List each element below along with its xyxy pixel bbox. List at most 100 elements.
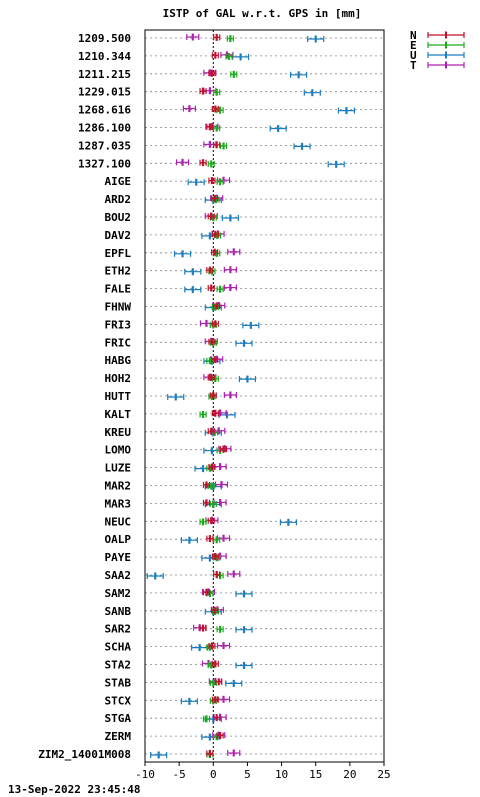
point-n bbox=[216, 732, 224, 739]
point-n bbox=[207, 427, 215, 435]
x-tick-label: -10 bbox=[135, 768, 155, 781]
x-tick-labels: -10 -5 0 5 10 15 20 25 bbox=[135, 762, 391, 781]
y-tick-label: SAR2 bbox=[105, 623, 132, 636]
point-u bbox=[146, 572, 164, 580]
point-u bbox=[225, 679, 243, 687]
y-tick-label: 1268.616 bbox=[78, 104, 131, 117]
point-n bbox=[206, 749, 214, 757]
y-tick-label: HABG bbox=[105, 354, 132, 367]
point-u bbox=[293, 142, 311, 150]
point-n bbox=[213, 714, 221, 722]
point-e bbox=[211, 375, 219, 383]
point-n bbox=[202, 481, 211, 489]
point-u bbox=[242, 321, 260, 329]
chart-title: ISTP of GAL w.r.t. GPS in [mm] bbox=[163, 7, 362, 20]
point-t bbox=[213, 463, 227, 471]
y-tick-label: LOMO bbox=[105, 444, 132, 457]
point-n bbox=[211, 660, 219, 668]
point-e bbox=[207, 160, 215, 168]
y-tick-label: BOU2 bbox=[105, 211, 132, 224]
y-tick-label: FALE bbox=[105, 283, 132, 296]
point-e bbox=[230, 70, 238, 78]
point-n bbox=[211, 696, 219, 704]
point-u bbox=[180, 536, 198, 544]
y-tick-label: EPFL bbox=[105, 247, 132, 260]
point-u bbox=[184, 268, 202, 276]
y-tick-label: DAV2 bbox=[105, 229, 132, 242]
y-tick-label: MAR2 bbox=[105, 480, 132, 493]
point-n bbox=[199, 87, 207, 95]
y-tick-label: STCX bbox=[105, 694, 132, 707]
point-u bbox=[150, 751, 168, 759]
point-u bbox=[173, 250, 192, 258]
data-marks bbox=[146, 33, 356, 759]
y-tick-label: 1327.100 bbox=[78, 157, 131, 170]
x-tick-label: 0 bbox=[210, 768, 217, 781]
point-u bbox=[184, 286, 202, 294]
point-n bbox=[211, 248, 219, 256]
point-n bbox=[211, 409, 219, 417]
point-e bbox=[213, 88, 221, 96]
y-tick-label: LUZE bbox=[105, 462, 132, 475]
point-n bbox=[206, 123, 214, 131]
point-e bbox=[226, 35, 234, 43]
point-n bbox=[215, 678, 223, 686]
y-tick-label: 1209.500 bbox=[78, 32, 131, 45]
y-tick-label: STA2 bbox=[105, 659, 132, 672]
x-tick-label: 20 bbox=[343, 768, 356, 781]
point-t bbox=[227, 570, 241, 578]
point-n bbox=[211, 105, 219, 113]
point-n bbox=[213, 570, 221, 578]
point-n bbox=[208, 463, 216, 471]
y-tick-label: STAB bbox=[105, 676, 132, 689]
point-n bbox=[211, 51, 219, 59]
y-tick-label: ETH2 bbox=[105, 265, 132, 278]
point-n bbox=[202, 588, 211, 596]
y-tick-label: 1287.035 bbox=[78, 139, 131, 152]
y-tick-label: KREU bbox=[105, 426, 132, 439]
point-e bbox=[213, 536, 221, 544]
point-t bbox=[223, 284, 237, 292]
y-tick-label: SCHA bbox=[105, 641, 132, 654]
point-e bbox=[202, 715, 211, 723]
point-u bbox=[307, 35, 325, 43]
grid bbox=[145, 37, 384, 755]
y-tick-label: SAM2 bbox=[105, 587, 132, 600]
point-u bbox=[191, 644, 209, 652]
y-tick-label: FRIC bbox=[105, 336, 132, 349]
legend-label: U bbox=[410, 49, 417, 62]
point-n bbox=[211, 356, 219, 364]
y-tick-label: PAYE bbox=[105, 551, 132, 564]
point-n bbox=[213, 302, 221, 310]
point-n bbox=[208, 177, 216, 185]
point-t bbox=[216, 642, 231, 650]
point-e bbox=[216, 285, 224, 293]
point-n bbox=[211, 606, 219, 614]
point-e bbox=[216, 178, 224, 186]
y-tick-label: OALP bbox=[105, 533, 132, 546]
y-tick-label: AIGE bbox=[105, 175, 132, 188]
y-tick-label: ZIM2_14001M008 bbox=[38, 748, 131, 761]
point-u bbox=[187, 178, 205, 186]
point-u bbox=[303, 89, 321, 97]
point-u bbox=[238, 375, 257, 383]
point-u bbox=[180, 697, 198, 705]
point-u bbox=[279, 518, 297, 526]
point-u bbox=[269, 125, 287, 132]
x-tick-label: 10 bbox=[275, 768, 288, 781]
point-t bbox=[182, 105, 196, 113]
point-n bbox=[219, 445, 228, 453]
y-tick-label: SANB bbox=[105, 605, 132, 618]
point-n bbox=[206, 535, 214, 543]
point-u bbox=[232, 53, 250, 61]
y-tick-label: ARD2 bbox=[105, 193, 132, 206]
point-n bbox=[199, 159, 207, 167]
y-tick-label: HOH2 bbox=[105, 372, 132, 385]
plot-frame bbox=[144, 29, 385, 763]
point-u bbox=[235, 590, 253, 598]
point-n bbox=[211, 320, 219, 328]
y-tick-label: ZERM bbox=[105, 730, 132, 743]
point-u bbox=[337, 107, 356, 115]
